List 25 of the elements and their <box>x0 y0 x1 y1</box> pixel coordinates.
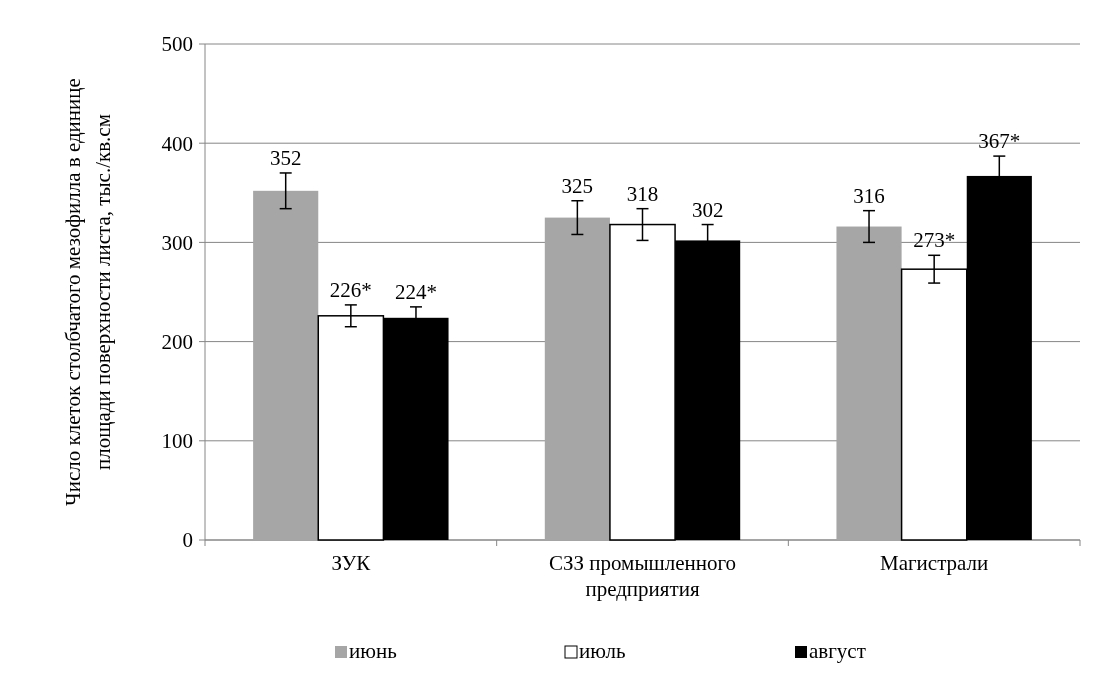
bar <box>544 217 610 540</box>
data-label: 302 <box>691 197 724 222</box>
legend-label: июль <box>579 639 626 663</box>
y-tick-label: 100 <box>161 429 193 454</box>
bar <box>836 226 902 540</box>
data-label: 224* <box>394 279 437 304</box>
x-tick-label: СЗЗ промышленного предприятия <box>548 551 737 601</box>
data-label: 273* <box>913 228 956 253</box>
y-tick-label: 400 <box>161 131 193 156</box>
y-tick-label: 0 <box>182 528 193 553</box>
legend-label: август <box>809 639 866 663</box>
legend-label: июнь <box>349 639 397 663</box>
bar <box>253 190 319 540</box>
y-tick-label: 300 <box>161 230 193 255</box>
data-label: 325 <box>561 173 594 198</box>
y-tick-label: 200 <box>161 329 193 354</box>
data-label: 316 <box>853 183 885 208</box>
x-tick-label: Магистрали <box>880 551 989 575</box>
data-label: 352 <box>269 145 302 170</box>
data-label: 226* <box>329 277 372 302</box>
data-label: 367* <box>978 129 1021 154</box>
y-axis-title: Число клеток столбчатого мезофилла в единице площади поверхности листа, тыс./кв.см <box>61 78 115 506</box>
x-tick-label: ЗУК <box>331 551 372 575</box>
y-tick-label: 500 <box>161 32 193 57</box>
data-label: 318 <box>626 181 659 206</box>
